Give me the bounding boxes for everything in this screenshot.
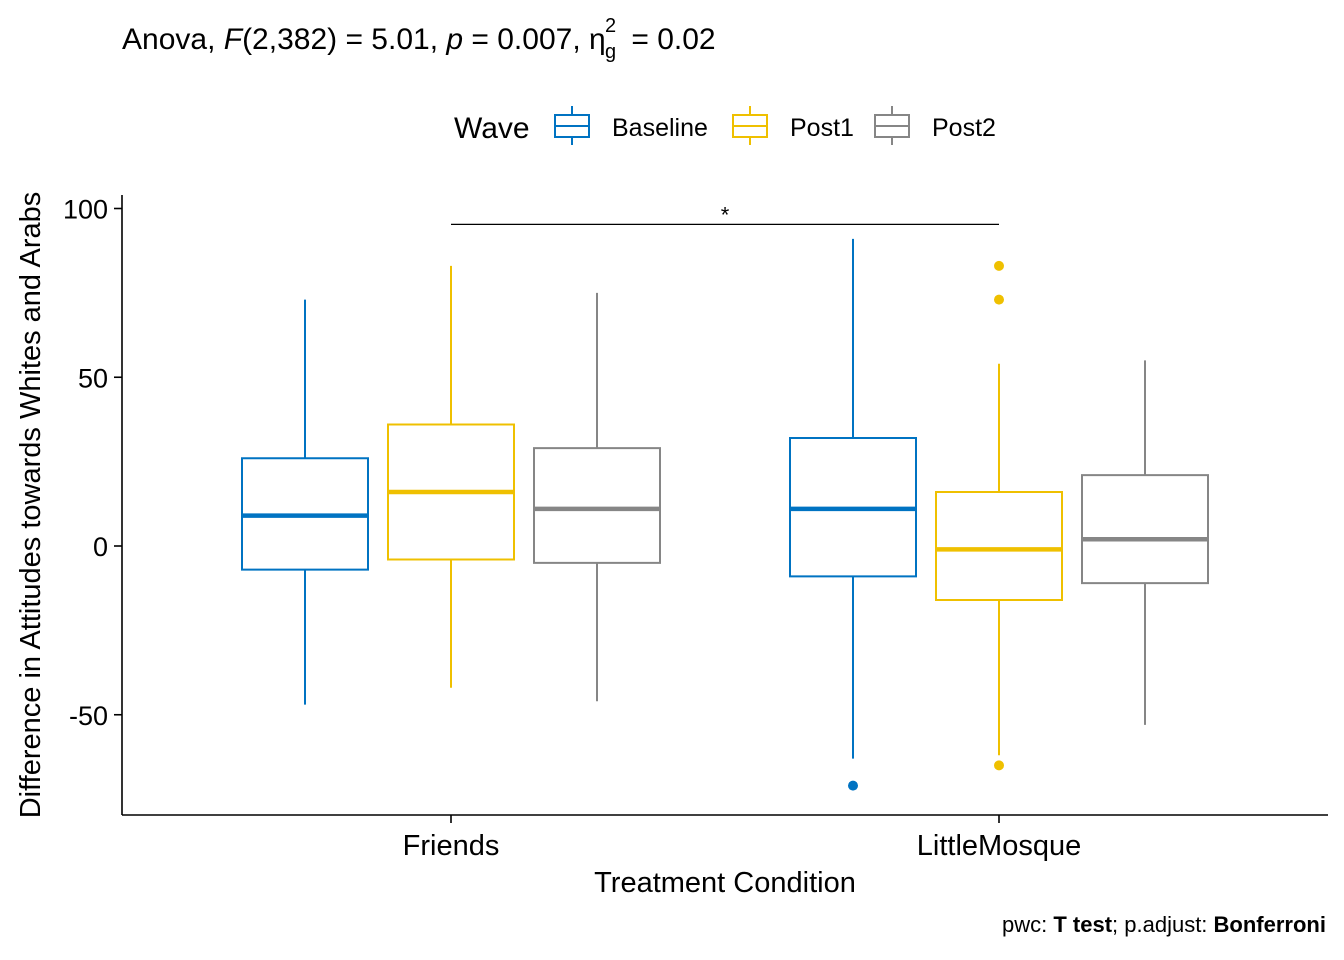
outlier-point	[994, 260, 1004, 271]
caption-pwc-method: T test	[1053, 912, 1113, 937]
title-effect-value: = 0.02	[623, 23, 716, 56]
caption-adjust-method: Bonferroni	[1213, 912, 1326, 937]
x-tick-label: LittleMosque	[917, 830, 1081, 862]
outlier-point	[994, 760, 1004, 771]
plot-area	[241, 238, 1209, 791]
box-post2-littlemosque	[1081, 360, 1209, 725]
x-tick-label: Friends	[403, 830, 500, 862]
y-tick-label: 0	[93, 532, 108, 562]
outlier-point	[848, 780, 858, 791]
significance-label: *	[721, 202, 730, 227]
caption-adjust-label: ; p.adjust:	[1112, 912, 1214, 937]
box-baseline-littlemosque	[789, 238, 917, 791]
box-iqr	[1081, 474, 1209, 585]
caption-pwc-label: pwc:	[1001, 912, 1054, 937]
box-iqr	[533, 447, 661, 564]
title-p-letter: p	[446, 23, 464, 56]
legend-item-label: Post2	[932, 114, 996, 142]
legend-item-label: Post1	[790, 114, 854, 142]
legend-item-post1: Post1	[732, 106, 854, 145]
title-effect-sub: g	[605, 41, 617, 63]
box-baseline-friends	[241, 299, 369, 705]
title-stat-df: (2,382) = 5.01,	[242, 23, 447, 56]
x-axis-label: Treatment Condition	[594, 867, 856, 899]
y-axis-label: Difference in Attitudes towards Whites a…	[15, 192, 47, 819]
y-tick-label: -50	[69, 701, 108, 731]
outlier-point	[994, 294, 1004, 305]
legend-item-baseline: Baseline	[554, 106, 708, 145]
legend: Wave Baseline Post1 Post2	[454, 106, 996, 145]
legend-item-label: Baseline	[612, 114, 708, 142]
box-post1-friends	[387, 265, 515, 688]
chart-caption: pwc: T test; p.adjust: Bonferroni	[1002, 912, 1326, 938]
box-post2-friends	[533, 292, 661, 702]
box-post1-littlemosque	[935, 260, 1063, 771]
title-effect-sup: 2	[605, 15, 617, 37]
y-tick-label: 50	[78, 363, 108, 393]
title-p-value: = 0.007,	[463, 23, 589, 56]
title-prefix: Anova,	[122, 23, 224, 56]
title-effect-symbol: η	[589, 23, 606, 56]
box-iqr	[935, 491, 1063, 601]
legend-item-post2: Post2	[874, 106, 996, 145]
title-stat-letter: F	[223, 23, 243, 56]
legend-title: Wave	[454, 112, 530, 145]
y-tick-label: 100	[63, 195, 108, 225]
